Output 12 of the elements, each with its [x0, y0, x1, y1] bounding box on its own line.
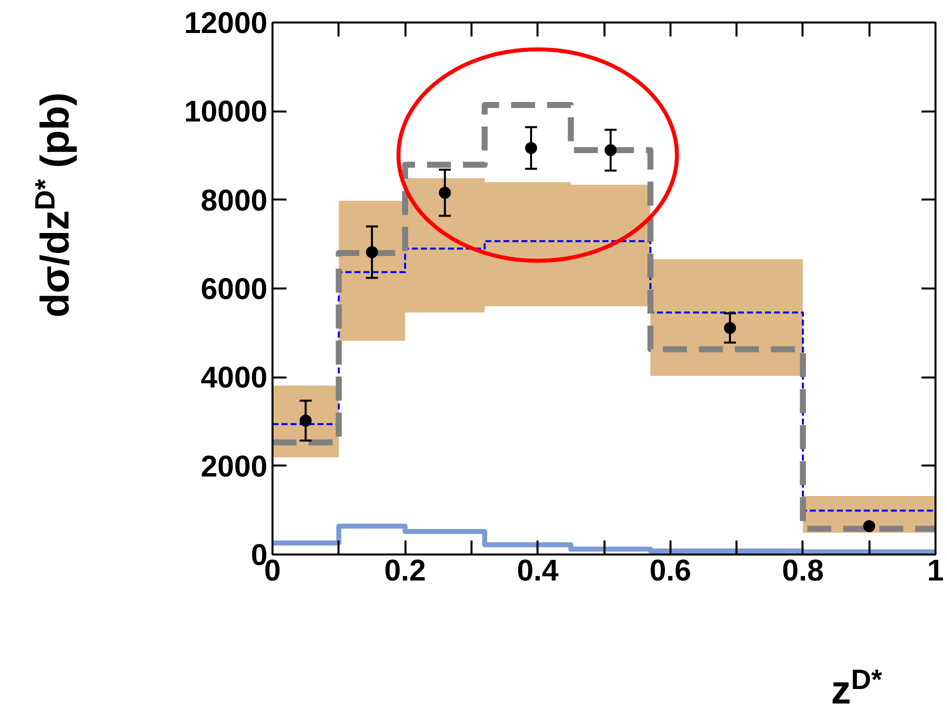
x-tick-label: 0.6 [649, 554, 692, 588]
x-axis-title: z$^{D*}$ [831, 663, 882, 714]
x-tick-label: 0.8 [782, 554, 824, 588]
y-tick-label: 2000 [200, 450, 268, 484]
y-tick-label: 4000 [200, 362, 268, 395]
y-tick-label: 6000 [200, 273, 268, 306]
y-tick-label: 12000 [184, 7, 268, 40]
y-tick-label: 8000 [200, 184, 268, 218]
x-tick-label: 0.4 [516, 554, 559, 588]
y-tick-label: 10000 [184, 96, 268, 129]
x-tick-label: 0.2 [384, 554, 426, 588]
x-tick-label: 1 [927, 554, 944, 588]
